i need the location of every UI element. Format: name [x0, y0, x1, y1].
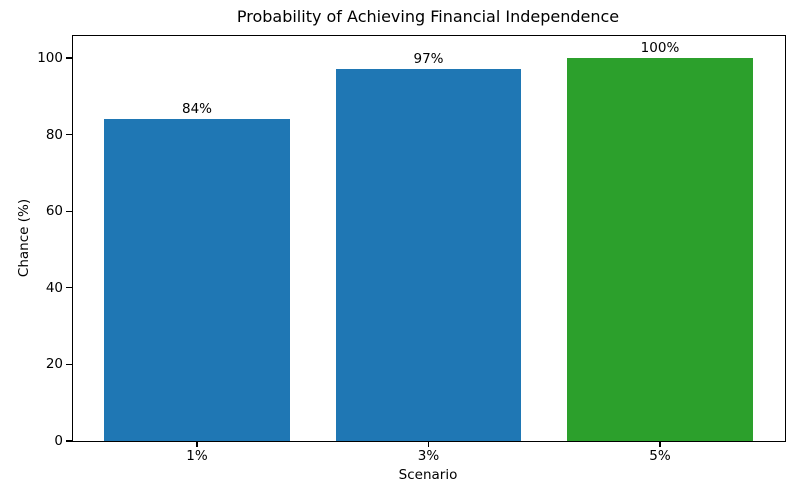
bar-value-label: 84%	[181, 101, 213, 118]
y-tick-label: 40	[45, 279, 63, 296]
bar	[335, 69, 522, 441]
x-tick-label: 1%	[186, 448, 208, 464]
y-tick-label: 20	[45, 356, 63, 373]
x-tick-mark	[427, 442, 430, 447]
y-tick-label: 0	[54, 433, 63, 449]
bar	[567, 57, 753, 441]
y-tick-mark	[66, 363, 72, 365]
y-tick-mark	[66, 133, 72, 136]
y-tick-mark	[66, 210, 72, 212]
bar	[104, 119, 290, 441]
x-tick-label: 3%	[417, 448, 440, 464]
y-tick-mark	[66, 57, 72, 59]
x-tick-mark	[196, 442, 198, 447]
y-tick-label: 80	[45, 126, 63, 143]
y-tick-label: 100	[37, 49, 63, 66]
y-tick-label: 60	[45, 203, 63, 220]
y-axis-label: Chance (%)	[16, 198, 32, 278]
chart-title: Probability of Achieving Financial Indep…	[236, 7, 620, 26]
x-axis-label: Scenario	[398, 467, 458, 483]
bar-value-label: 100%	[640, 39, 680, 56]
bar-value-label: 97%	[413, 51, 444, 68]
x-tick-mark	[659, 442, 661, 447]
x-tick-label: 5%	[649, 448, 671, 464]
y-tick-mark	[66, 287, 72, 289]
y-tick-mark	[66, 440, 72, 442]
